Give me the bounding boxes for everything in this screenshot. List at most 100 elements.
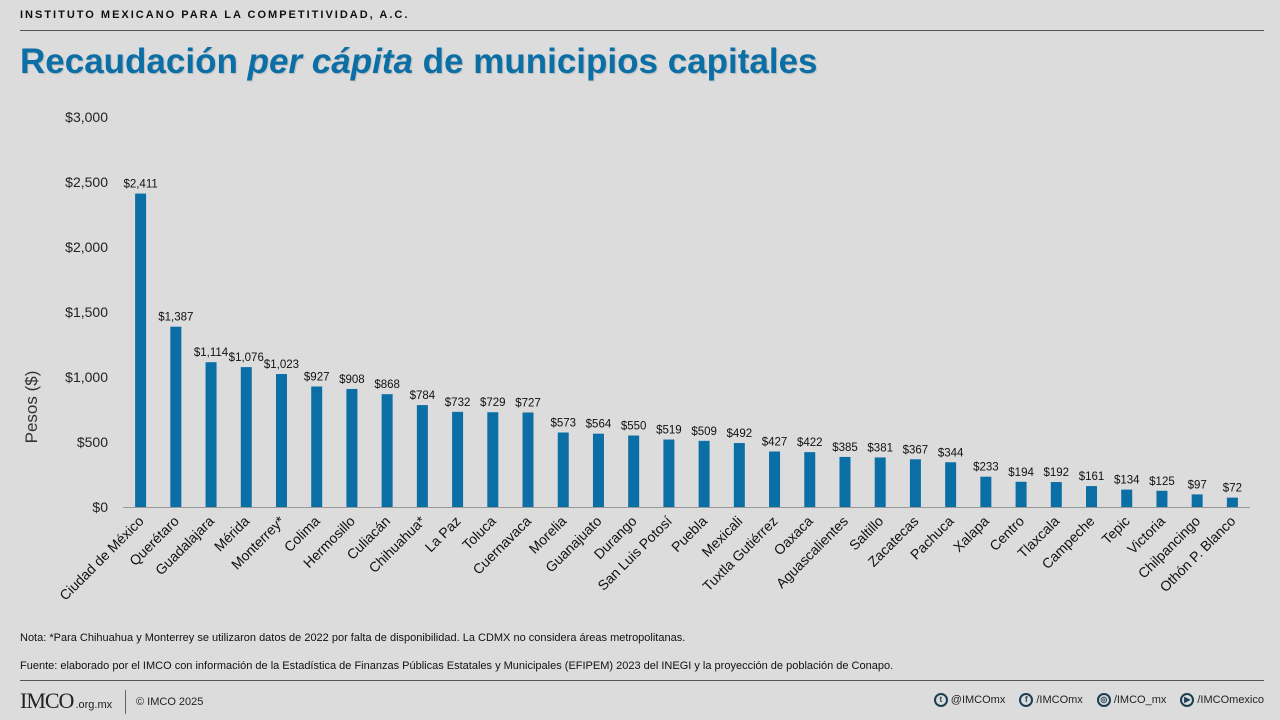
social-instagram[interactable]: ◎ /IMCO_mx — [1096, 693, 1167, 707]
bar — [1121, 489, 1133, 507]
bar — [452, 411, 464, 507]
bar — [909, 459, 921, 507]
bar — [135, 193, 147, 507]
data-label: $732 — [445, 397, 471, 409]
bar — [804, 452, 816, 507]
data-label: $192 — [1044, 467, 1070, 479]
facebook-icon: f — [1019, 693, 1034, 707]
bar — [416, 405, 428, 507]
bottom-rule — [20, 680, 1264, 681]
footnote: Nota: *Para Chihuahua y Monterrey se uti… — [20, 632, 686, 644]
data-label: $367 — [903, 444, 929, 456]
bar — [874, 457, 886, 507]
instagram-icon: ◎ — [1096, 693, 1111, 707]
social-twitter[interactable]: t @IMCOmx — [933, 693, 1006, 707]
title-italic: per cápita — [247, 42, 413, 81]
data-label: $134 — [1114, 475, 1140, 487]
y-tick-label: $0 — [92, 499, 108, 515]
social-label: /IMCOmx — [1036, 694, 1083, 706]
data-label: $427 — [762, 436, 788, 448]
imco-logo[interactable]: IMCO .org.mx — [20, 688, 113, 713]
bar — [381, 394, 393, 507]
data-label: $550 — [621, 421, 647, 433]
data-label: $519 — [656, 425, 682, 437]
bar — [733, 443, 745, 507]
logo-suffix: .org.mx — [75, 699, 113, 711]
bar — [698, 440, 710, 507]
x-axis-labels: Ciudad de MéxicoQuerétaroGuadalajaraMéri… — [56, 512, 1238, 603]
bar — [240, 367, 252, 507]
social-label: /IMCO_mx — [1113, 694, 1167, 706]
data-label: $72 — [1223, 483, 1242, 495]
bar — [1226, 497, 1238, 507]
data-label: $385 — [832, 442, 858, 454]
social-facebook[interactable]: f /IMCOmx — [1019, 693, 1083, 707]
logo-text: IMCO — [20, 688, 74, 713]
title-part-1: Recaudación — [20, 42, 248, 81]
bar — [1191, 494, 1203, 507]
bar — [769, 451, 781, 507]
bar — [487, 412, 499, 507]
data-label: $573 — [550, 418, 576, 430]
data-label: $1,076 — [229, 352, 264, 364]
y-tick-label: $500 — [77, 434, 108, 450]
twitter-icon: t — [933, 693, 948, 707]
page-title: Recaudación per cápita de municipios cap… — [20, 42, 818, 82]
data-label: $1,023 — [264, 359, 299, 371]
title-part-2: de municipios capitales — [412, 42, 818, 81]
bar — [205, 362, 217, 507]
bar — [1086, 486, 1098, 507]
bars — [135, 193, 1238, 507]
data-label: $727 — [515, 397, 541, 409]
social-label: @IMCOmx — [950, 694, 1006, 706]
social-links: t @IMCOmx f /IMCOmx ◎ /IMCO_mx ▶ /IMCOme… — [933, 693, 1264, 707]
bar — [1015, 481, 1027, 507]
x-tick-label: La Paz — [422, 513, 464, 555]
data-label: $161 — [1079, 471, 1105, 483]
bar — [945, 462, 957, 507]
bar — [839, 456, 851, 507]
data-label: $422 — [797, 437, 823, 449]
y-tick-label: $1,000 — [65, 369, 108, 385]
data-label: $927 — [304, 371, 330, 383]
data-label: $729 — [480, 397, 506, 409]
org-name: INSTITUTO MEXICANO PARA LA COMPETITIVIDA… — [20, 9, 410, 21]
data-label: $1,387 — [158, 312, 193, 324]
y-tick-label: $1,500 — [65, 304, 108, 320]
y-axis: $0 $500 $1,000 $1,500 $2,000 $2,500 $3,000 — [65, 109, 1250, 515]
bar — [275, 374, 287, 507]
top-rule — [20, 30, 1264, 31]
data-label: $492 — [727, 428, 753, 440]
bar — [592, 433, 604, 507]
bar — [557, 432, 569, 507]
social-youtube[interactable]: ▶ /IMCOmexico — [1180, 693, 1264, 707]
social-label: /IMCOmexico — [1197, 694, 1264, 706]
bar — [1050, 482, 1062, 507]
bar — [980, 476, 992, 507]
y-axis-title: Pesos ($) — [22, 371, 41, 444]
data-label: $2,411 — [123, 179, 157, 191]
data-label: $97 — [1188, 479, 1207, 491]
y-tick-label: $2,000 — [65, 239, 108, 255]
bar-chart: $0 $500 $1,000 $1,500 $2,000 $2,500 $3,000 $2,… — [22, 109, 1250, 603]
bar — [628, 435, 640, 507]
data-label: $868 — [374, 379, 400, 391]
y-tick-label: $2,500 — [65, 174, 108, 190]
x-tick-label: Xalapa — [950, 513, 992, 555]
data-label: $1,114 — [194, 347, 229, 359]
data-label: $908 — [339, 374, 365, 386]
bar — [170, 326, 182, 507]
bar — [1156, 490, 1168, 507]
data-label: $233 — [973, 462, 999, 474]
copyright: © IMCO 2025 — [136, 696, 204, 708]
bar — [663, 439, 675, 507]
data-label: $344 — [938, 447, 964, 459]
data-label: $194 — [1008, 467, 1034, 479]
value-labels: $2,411 $1,387 $1,114 $1,076$1,023 $927 $908 $8… — [123, 179, 1242, 495]
bar — [522, 412, 534, 507]
data-label: $509 — [691, 426, 717, 438]
data-label: $564 — [586, 419, 612, 431]
data-label: $381 — [867, 442, 893, 454]
bar — [346, 388, 358, 507]
footer-divider — [125, 690, 126, 714]
